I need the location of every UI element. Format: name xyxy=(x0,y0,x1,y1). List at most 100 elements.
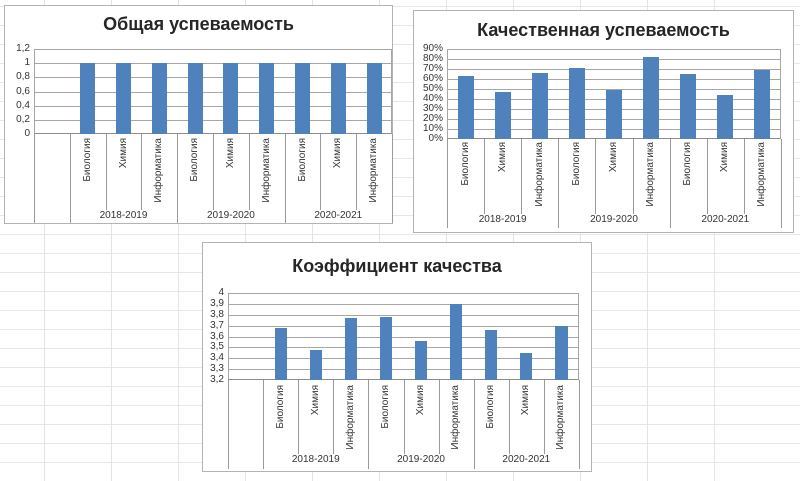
bar-biology-2020-2021[interactable] xyxy=(294,63,310,134)
chart-quality-performance[interactable]: 90% 80% 70% 60% 50% 40% 30% 20% 10% 0% Биология Хим… xyxy=(413,10,794,233)
category-label: Биология xyxy=(296,138,308,182)
bar-chemistry-2019-2020[interactable] xyxy=(606,90,622,139)
gridline xyxy=(228,336,579,338)
bar-chemistry-2020-2021[interactable] xyxy=(520,352,533,380)
category-separator xyxy=(177,134,179,223)
bar-chemistry-2018-2019[interactable] xyxy=(494,92,511,139)
y-axis-tick-label: 3,9 xyxy=(210,297,224,309)
category-label: Биология xyxy=(81,138,93,182)
gridline xyxy=(447,59,781,60)
bar-chemistry-2019-2020[interactable] xyxy=(223,63,239,134)
category-label: Информатика xyxy=(260,138,272,203)
chart-canvas: 90% 80% 70% 60% 50% 40% 30% 20% 10% 0% Биология Хим… xyxy=(414,11,793,232)
category-separator xyxy=(320,134,322,210)
bar-chemistry-2019-2020[interactable] xyxy=(414,340,428,380)
y-axis-tick-label: 70% xyxy=(422,63,443,74)
category-separator xyxy=(403,380,405,454)
y-axis-tick-label: 3,6 xyxy=(210,330,224,342)
bar-biology-2018-2019[interactable] xyxy=(80,63,96,134)
bar-informatics-2020-2021[interactable] xyxy=(555,325,568,380)
category-label: Химия xyxy=(415,385,427,416)
category-separator xyxy=(333,380,335,454)
category-label: Информатика xyxy=(153,138,165,203)
category-label: Информатика xyxy=(368,138,380,203)
bar-chemistry-2018-2019[interactable] xyxy=(309,349,322,380)
gridline xyxy=(228,314,579,316)
bar-informatics-2018-2019[interactable] xyxy=(344,318,357,380)
chart-quality-coefficient[interactable]: 4 3,9 3,8 3,7 3,6 3,5 3,4 3,3 3,2 Биология Химия Ин… xyxy=(202,242,592,472)
bar-chemistry-2020-2021[interactable] xyxy=(717,95,734,139)
gridline xyxy=(34,63,392,65)
bar-informatics-2020-2021[interactable] xyxy=(754,70,771,139)
category-label: Химия xyxy=(520,385,532,416)
category-label: Химия xyxy=(224,138,236,169)
bar-biology-2018-2019[interactable] xyxy=(274,327,287,380)
y-axis-tick-label: 0,4 xyxy=(16,99,30,111)
bar-informatics-2018-2019[interactable] xyxy=(531,73,548,139)
category-label: Биология xyxy=(274,385,286,429)
category-label: Биология xyxy=(379,385,391,429)
y-axis-tick-label: 0% xyxy=(428,133,443,144)
y-axis-tick-label: 60% xyxy=(422,73,443,84)
bar-informatics-2019-2020[interactable] xyxy=(450,303,463,380)
category-label: Биология xyxy=(189,138,201,182)
category-label: Химия xyxy=(117,138,129,169)
gridline xyxy=(34,91,392,93)
category-label: Биология xyxy=(459,142,471,186)
bar-chemistry-2018-2019[interactable] xyxy=(115,63,131,134)
category-separator xyxy=(105,134,107,210)
category-label: Информатика xyxy=(756,142,768,207)
category-separator xyxy=(263,380,265,469)
chart-canvas: 1,2 1 0,8 0,6 0,4 0,2 0 Биология Химия Информатик… xyxy=(5,6,393,223)
bar-informatics-2018-2019[interactable] xyxy=(151,63,167,134)
bar-biology-2019-2020[interactable] xyxy=(379,316,393,380)
category-label: Информатика xyxy=(555,385,567,450)
category-separator xyxy=(543,380,545,454)
chart-title: Коэффициент качества xyxy=(292,256,502,276)
bar-biology-2019-2020[interactable] xyxy=(568,68,585,139)
y-axis-tick-label: 3,8 xyxy=(210,308,224,320)
group-label: 2018-2019 xyxy=(478,214,527,225)
y-axis-tick-label: 0,8 xyxy=(16,71,30,83)
category-separator xyxy=(368,380,370,469)
gridline xyxy=(228,358,579,360)
chart-general-performance[interactable]: 1,2 1 0,8 0,6 0,4 0,2 0 Биология Химия Информатик… xyxy=(4,5,393,224)
category-separator xyxy=(392,134,393,223)
group-label: 2019-2020 xyxy=(397,454,445,465)
category-separator xyxy=(579,380,580,469)
group-label: 2020-2021 xyxy=(701,214,750,225)
y-axis-tick-label: 10% xyxy=(422,123,443,134)
category-separator xyxy=(284,134,286,223)
bar-biology-2019-2020[interactable] xyxy=(187,63,203,134)
group-label: 2019-2020 xyxy=(206,210,255,221)
bar-informatics-2019-2020[interactable] xyxy=(643,57,660,139)
bar-biology-2020-2021[interactable] xyxy=(680,74,697,139)
bar-chemistry-2020-2021[interactable] xyxy=(330,63,346,134)
bar-informatics-2020-2021[interactable] xyxy=(366,63,382,134)
gridline xyxy=(228,325,579,327)
category-label: Химия xyxy=(608,142,619,173)
y-axis-tick-label: 1 xyxy=(24,57,30,69)
group-label: 2020-2021 xyxy=(314,210,363,221)
gridline xyxy=(228,369,579,371)
y-axis-tick-label: 0,2 xyxy=(16,113,30,125)
y-axis-tick-label: 20% xyxy=(422,113,443,124)
chart-title: Общая успеваемость xyxy=(103,14,294,34)
category-separator xyxy=(447,139,448,228)
gridline xyxy=(228,347,579,349)
chart-canvas: 4 3,9 3,8 3,7 3,6 3,5 3,4 3,3 3,2 Биология Химия Ин… xyxy=(203,243,591,471)
category-label: Биология xyxy=(485,385,497,429)
category-separator xyxy=(595,139,597,214)
bar-biology-2018-2019[interactable] xyxy=(457,76,474,139)
gridline xyxy=(34,119,392,121)
gridline xyxy=(34,77,392,79)
y-axis-tick-label: 3,7 xyxy=(210,319,224,331)
y-axis-tick-label: 1,2 xyxy=(16,43,30,54)
category-label: Биология xyxy=(682,142,694,186)
bar-biology-2020-2021[interactable] xyxy=(485,329,498,380)
bar-informatics-2019-2020[interactable] xyxy=(259,63,275,134)
category-label: Информатика xyxy=(533,142,545,207)
gridline xyxy=(447,69,781,70)
y-axis-tick-label: 0,6 xyxy=(16,85,30,97)
